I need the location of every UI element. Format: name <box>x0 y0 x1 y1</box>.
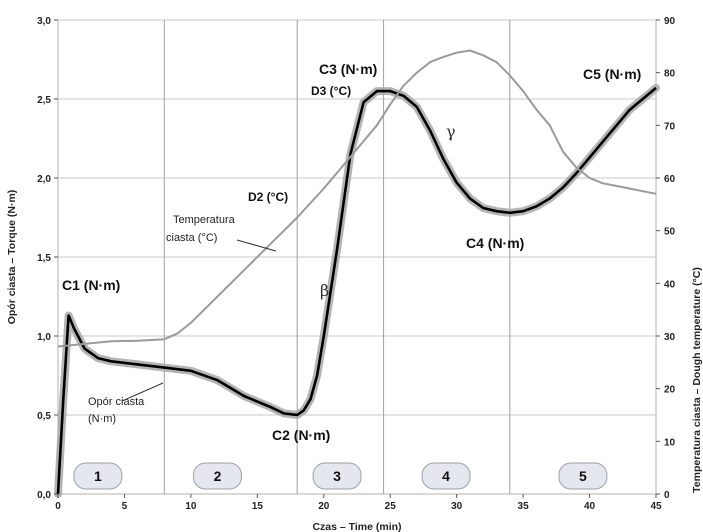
series-temperature-line <box>57 49 657 348</box>
y-left-tick-label-0: 0,0 <box>37 490 51 501</box>
y-left-tick-label-2: 1,0 <box>37 332 51 343</box>
y-right-axis-title: Temperatura ciasta – Dough temperature (… <box>691 267 703 493</box>
x-tick-label-3: 15 <box>252 501 264 512</box>
temperature-label-line1: Temperatura <box>173 214 236 226</box>
y-left-tick-label-5: 2,5 <box>37 95 51 106</box>
phase-label-2: 2 <box>214 468 222 484</box>
temperature-label-line2: ciasta (°C) <box>166 232 217 244</box>
series-group <box>54 49 660 498</box>
phase-box-5 <box>558 462 608 490</box>
torque-label-line1: Opór ciasta <box>88 396 145 408</box>
x-tick-label-6: 30 <box>451 501 463 512</box>
annotation-c5: C5 (N·m) <box>583 66 641 82</box>
x-tick-label-8: 40 <box>584 501 596 512</box>
phase-box-4 <box>421 462 471 490</box>
x-tick-label-5: 25 <box>385 501 397 512</box>
y-right-tick-label-8: 80 <box>664 69 676 80</box>
temperature-label-arrow <box>236 239 277 252</box>
phase-label-5: 5 <box>579 468 587 484</box>
y-left-axis-title: Opór ciasta – Torque (N·m) <box>6 190 18 325</box>
y-left-tick-label-6: 3,0 <box>37 16 51 27</box>
torque-label-arrow <box>121 382 164 402</box>
grid <box>58 19 656 416</box>
torque-label-line2: (N·m) <box>88 413 116 425</box>
phase-label-1: 1 <box>94 468 102 484</box>
y-right-tick-label-1: 10 <box>664 437 676 448</box>
series-torque-line <box>56 86 657 495</box>
y-right-tick-label-3: 30 <box>664 332 676 343</box>
annotation-beta: β <box>320 281 329 300</box>
x-tick-label-4: 20 <box>318 501 330 512</box>
annotation-c1: C1 (N·m) <box>62 277 120 293</box>
x-tick-label-2: 10 <box>185 501 197 512</box>
x-tick-label-9: 45 <box>650 501 662 512</box>
y-right-tick-label-2: 20 <box>664 385 676 396</box>
phase-labels: 1 2 3 4 5 <box>73 462 608 490</box>
y-right-tick-label-5: 50 <box>664 227 676 238</box>
y-left-tick-label-4: 2,0 <box>37 174 51 185</box>
annotation-c3: C3 (N·m) <box>319 61 377 77</box>
x-tick-label-1: 5 <box>122 501 128 512</box>
phase-box-3 <box>312 462 362 490</box>
y-right-tick-label-0: 0 <box>664 490 670 501</box>
x-tick-label-7: 35 <box>518 501 530 512</box>
y-left-tick-label-3: 1,5 <box>37 253 51 264</box>
phase-label-3: 3 <box>333 468 341 484</box>
y-left-tick-label-1: 0,5 <box>37 411 51 422</box>
annotation-gamma: γ <box>446 122 456 141</box>
annotation-d3: D3 (°C) <box>311 84 351 98</box>
annotation-d2: D2 (°C) <box>248 190 288 204</box>
x-tick-label-0: 0 <box>55 501 61 512</box>
phase-box-2 <box>192 462 242 490</box>
y-right-tick-label-7: 70 <box>664 121 676 132</box>
phase-label-4: 4 <box>442 468 450 484</box>
annotation-c4: C4 (N·m) <box>466 235 524 251</box>
y-left-axis-ticks: 0,0 0,5 1,0 1,5 2,0 2,5 3,0 <box>37 16 58 501</box>
y-right-axis-ticks: 0 10 20 30 40 50 60 70 80 90 <box>656 16 676 501</box>
x-axis-title: Czas – Time (min) <box>312 521 401 532</box>
phase-box-1 <box>73 462 123 490</box>
y-right-tick-label-9: 90 <box>664 16 676 27</box>
y-right-tick-label-4: 40 <box>664 279 676 290</box>
phase-dividers <box>163 20 511 494</box>
x-axis-ticks: 0 5 10 15 20 25 30 35 40 45 <box>55 494 662 512</box>
annotation-c2: C2 (N·m) <box>272 427 330 443</box>
y-right-tick-label-6: 60 <box>664 174 676 185</box>
